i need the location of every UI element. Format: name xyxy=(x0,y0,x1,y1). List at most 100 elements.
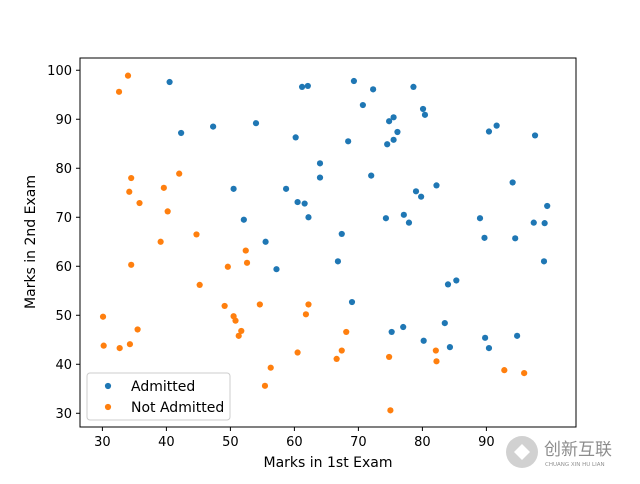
admitted-point xyxy=(382,215,390,222)
y-tick-label: 100 xyxy=(47,64,72,79)
admitted-point xyxy=(262,238,269,245)
not-admitted-point xyxy=(521,369,528,377)
not-admitted-point xyxy=(294,349,301,356)
not-admitted-point xyxy=(193,231,200,238)
admitted-point xyxy=(386,118,393,125)
admitted-point xyxy=(441,320,448,327)
y-tick-label: 40 xyxy=(55,358,72,373)
admitted-point xyxy=(338,230,345,238)
y-tick-label: 80 xyxy=(55,162,72,177)
y-tick-label: 90 xyxy=(55,113,72,128)
admitted-point xyxy=(384,141,391,148)
admitted-point xyxy=(359,101,366,109)
not-admitted-point xyxy=(333,355,340,362)
not-admitted-point xyxy=(160,184,167,191)
plot-frame xyxy=(79,57,577,428)
admitted-point xyxy=(540,258,548,265)
admitted-point xyxy=(304,82,311,90)
legend: Admitted Not Admitted xyxy=(86,372,231,421)
x-axis-label: Marks in 1st Exam xyxy=(264,455,393,471)
y-axis-label: Marks in 2nd Exam xyxy=(23,175,39,309)
admitted-point xyxy=(420,337,427,344)
admitted-point xyxy=(252,120,260,127)
admitted-point xyxy=(493,122,500,129)
y-tick-label: 70 xyxy=(55,211,72,226)
admitted-point xyxy=(512,235,519,242)
admitted-point xyxy=(348,298,356,306)
x-tick-label: 90 xyxy=(478,435,495,450)
admitted-point xyxy=(482,334,489,341)
admitted-point xyxy=(230,185,237,192)
admitted-point xyxy=(446,344,454,351)
not-admitted-point xyxy=(99,313,107,320)
admitted-point xyxy=(298,83,306,91)
not-admitted-point xyxy=(256,301,263,308)
admitted-point xyxy=(368,172,375,179)
y-axis-ticks: 30 40 50 60 70 80 90 100 xyxy=(47,64,80,422)
x-tick-label: 60 xyxy=(286,435,303,450)
admitted-point xyxy=(485,345,493,352)
admitted-point xyxy=(316,160,324,167)
watermark-logo-mark xyxy=(514,444,530,460)
legend-label-admitted: Admitted xyxy=(131,379,195,395)
not-admitted-point xyxy=(126,341,134,348)
not-admitted-point xyxy=(157,238,164,245)
admitted-point xyxy=(292,134,299,141)
admitted-point xyxy=(178,129,185,137)
admitted-point xyxy=(390,114,397,121)
not-admitted-point xyxy=(116,345,123,352)
not-admitted-point xyxy=(501,367,508,374)
admitted-point xyxy=(405,219,413,226)
admitted-point xyxy=(388,328,395,336)
admitted-point xyxy=(476,215,484,222)
admitted-point xyxy=(240,216,247,223)
admitted-point xyxy=(453,277,460,284)
admitted-point xyxy=(421,111,429,118)
not-admitted-point xyxy=(115,88,123,95)
admitted-point xyxy=(530,219,537,226)
not-admitted-point xyxy=(433,358,440,365)
admitted-point xyxy=(531,132,539,139)
admitted-point xyxy=(316,174,324,181)
y-tick-label: 30 xyxy=(55,407,72,422)
not-admitted-point xyxy=(432,347,439,354)
y-tick-label: 60 xyxy=(55,260,72,275)
admitted-point xyxy=(166,78,173,86)
admitted-point xyxy=(370,86,377,93)
admitted-point xyxy=(485,128,493,135)
admitted-point xyxy=(301,200,308,207)
points-layer xyxy=(99,72,551,414)
admitted-point xyxy=(412,188,420,195)
admitted-point xyxy=(541,220,548,227)
not-admitted-point xyxy=(100,342,107,349)
x-tick-label: 80 xyxy=(414,435,431,450)
x-tick-label: 70 xyxy=(350,435,367,450)
x-axis-ticks: 30 40 50 60 70 80 90 xyxy=(94,427,495,450)
not-admitted-point xyxy=(134,326,141,333)
not-admitted-point xyxy=(305,301,312,308)
admitted-point xyxy=(418,193,425,200)
not-admitted-point xyxy=(235,332,242,339)
legend-marker-admitted xyxy=(104,382,112,390)
watermark-logo: 创新互联 CHUANG XIN HU LIAN xyxy=(500,425,640,480)
admitted-point xyxy=(400,211,407,218)
admitted-point xyxy=(305,214,312,221)
not-admitted-point xyxy=(267,364,274,371)
not-admitted-point xyxy=(128,261,135,268)
not-admitted-point xyxy=(302,311,310,318)
not-admitted-point xyxy=(386,353,393,361)
not-admitted-point xyxy=(176,170,183,177)
not-admitted-point xyxy=(224,263,231,270)
not-admitted-point xyxy=(243,259,251,266)
admitted-point xyxy=(544,202,551,210)
admitted-point xyxy=(444,281,452,288)
x-tick-label: 40 xyxy=(158,435,175,450)
not-admitted-point xyxy=(221,302,228,310)
admitted-point xyxy=(410,83,417,91)
not-admitted-point xyxy=(242,247,249,254)
not-admitted-point xyxy=(124,72,132,79)
admitted-point xyxy=(514,332,521,339)
admitted-point xyxy=(294,198,301,206)
y-tick-label: 50 xyxy=(55,309,72,324)
